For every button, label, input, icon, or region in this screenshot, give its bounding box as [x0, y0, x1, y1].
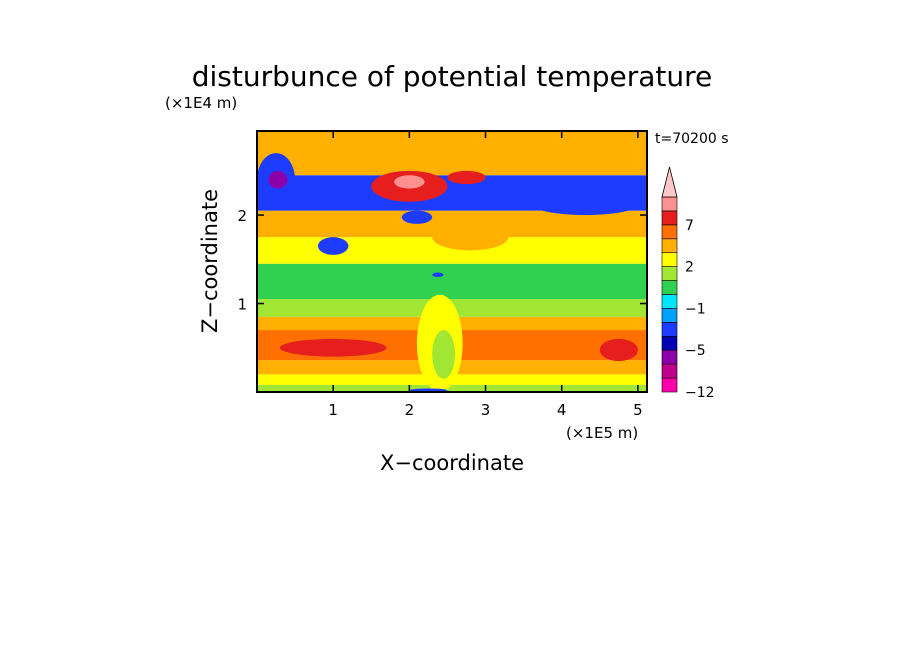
colorbar-swatch [661, 294, 678, 309]
x-tick-label: 2 [405, 401, 415, 419]
heatmap-feature [279, 338, 387, 357]
colorbar-swatch [661, 335, 678, 351]
heatmap-feature [401, 210, 433, 224]
x-tick-label: 3 [481, 401, 491, 419]
colorbar-swatch [661, 224, 678, 240]
x-tick-label: 4 [557, 401, 567, 419]
colorbar-swatch [661, 280, 678, 295]
chart-title: disturbunce of potential temperature [192, 60, 713, 93]
colorbar-label: −1 [685, 301, 706, 317]
heatmap-feature [599, 338, 638, 362]
y-axis: 12 [237, 207, 647, 314]
colorbar-swatch [661, 322, 678, 337]
y-axis-label: Z−coordinate [198, 189, 222, 333]
colorbar: 7 2 −1 −5 −12 [661, 166, 715, 401]
time-label: t=70200 s [655, 131, 729, 147]
x-axis: 1 2 3 4 5 [328, 131, 643, 419]
colorbar-swatch [661, 196, 678, 212]
colorbar-swatch [661, 363, 678, 379]
x-axis-label: X−coordinate [380, 451, 524, 475]
heatmap-feature [523, 184, 647, 216]
heatmap-field [257, 131, 647, 392]
colorbar-swatch [661, 349, 678, 365]
heatmap-feature [317, 237, 349, 255]
heatmap-feature [447, 170, 486, 185]
heatmap-band [257, 131, 647, 176]
colorbar-swatch [661, 308, 678, 323]
heatmap-feature [432, 223, 509, 251]
colorbar-label: −5 [685, 343, 706, 359]
colorbar-label: 2 [685, 260, 694, 276]
heatmap-band [257, 384, 647, 392]
x-tick-label: 1 [328, 401, 338, 419]
heatmap-feature [432, 272, 444, 277]
heatmap-feature [432, 330, 456, 379]
y-unit-label: (×1E4 m) [165, 94, 237, 112]
colorbar-swatch [661, 238, 678, 254]
x-tick-label: 5 [633, 401, 643, 419]
heatmap-feature [268, 170, 288, 189]
colorbar-label: 7 [685, 218, 694, 234]
colorbar-swatch [661, 377, 678, 393]
heatmap-feature [394, 175, 425, 189]
colorbar-swatch [661, 252, 678, 267]
colorbar-swatch [661, 266, 678, 281]
y-tick-label: 1 [237, 296, 247, 314]
colorbar-label: −12 [685, 385, 715, 401]
y-tick-label: 2 [237, 207, 247, 225]
colorbar-arrow [661, 166, 678, 198]
heatmap-band [257, 263, 647, 300]
x-unit-label: (×1E5 m) [566, 424, 638, 442]
colorbar-swatch [661, 210, 678, 226]
plot-frame [256, 130, 648, 393]
